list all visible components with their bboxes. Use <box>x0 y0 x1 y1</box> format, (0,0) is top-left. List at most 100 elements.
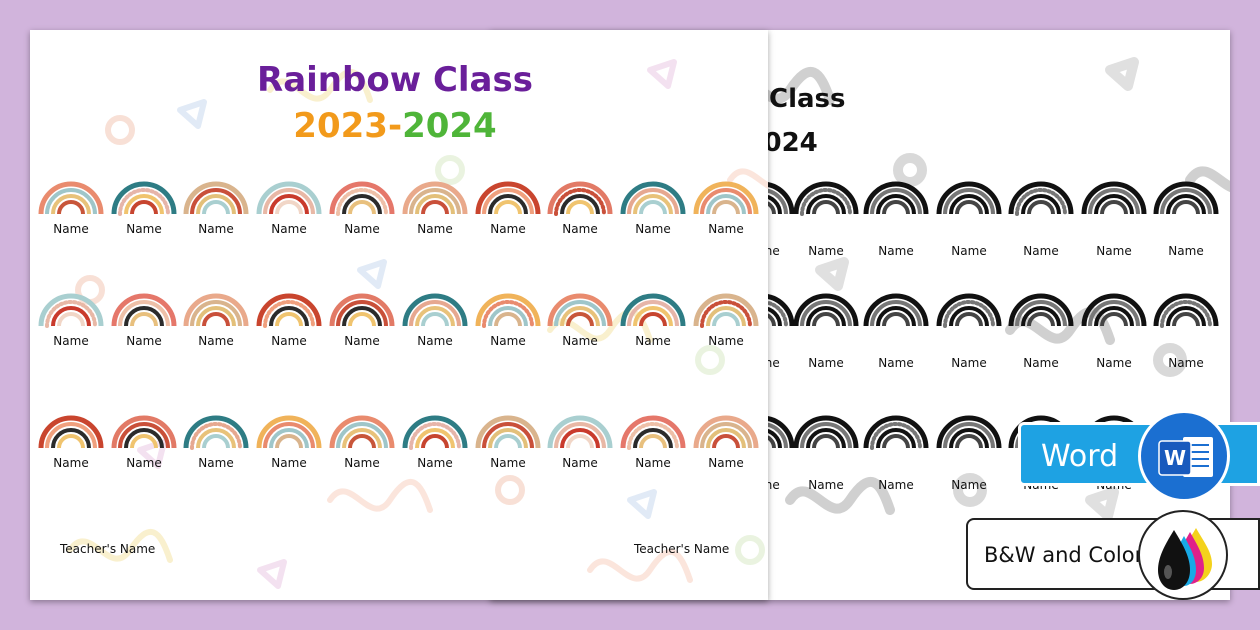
rainbow-illustration <box>1153 181 1219 215</box>
color-worksheet-preview: Rainbow Class 2023-2024 Name Name Name Name… <box>30 30 768 600</box>
name-label: Name <box>808 478 844 492</box>
name-label: Name <box>708 456 744 470</box>
color-title: Rainbow Class <box>257 60 533 100</box>
rainbow-name-card: Name <box>860 176 932 258</box>
rainbow-illustration <box>38 415 104 449</box>
rainbow-illustration <box>475 415 541 449</box>
word-document-icon: W <box>1138 410 1230 502</box>
rainbow-name-card: Name <box>617 288 689 348</box>
name-label: Name <box>562 334 598 348</box>
name-label: Name <box>808 244 844 258</box>
rainbow-illustration <box>1008 181 1074 216</box>
rainbow-illustration <box>620 293 686 327</box>
rainbow-name-card: Name <box>1005 176 1077 258</box>
rainbow-name-card: Name <box>180 410 252 470</box>
rainbow-illustration <box>329 181 395 216</box>
rainbow-illustration <box>793 181 859 216</box>
name-label: Name <box>271 222 307 236</box>
rainbow-name-card: Name <box>1150 176 1222 258</box>
rainbow-illustration <box>693 181 759 215</box>
word-format-badge: Word W <box>1018 410 1260 502</box>
rainbow-illustration <box>547 293 613 327</box>
rainbow-name-card: Name <box>933 176 1005 258</box>
name-label: Name <box>562 456 598 470</box>
name-label: Name <box>198 456 234 470</box>
rainbow-name-card: Name <box>1150 288 1222 370</box>
name-label: Name <box>708 222 744 236</box>
rainbow-illustration <box>1081 181 1147 215</box>
rainbow-illustration <box>936 293 1002 328</box>
name-label: Name <box>53 334 89 348</box>
rainbow-illustration <box>475 181 541 215</box>
word-label: Word <box>1041 439 1119 474</box>
rainbow-illustration <box>693 415 759 449</box>
name-label: Name <box>344 222 380 236</box>
rainbow-name-card: Name <box>399 176 471 236</box>
rainbow-illustration <box>863 181 929 215</box>
name-label: Name <box>1096 356 1132 370</box>
rainbow-illustration <box>111 293 177 327</box>
rainbow-name-card: Name <box>472 176 544 236</box>
rainbow-name-card: Name <box>35 410 107 470</box>
bw-color-badge: B&W and Color <box>966 510 1260 600</box>
name-label: Name <box>490 456 526 470</box>
rainbow-name-card: Name <box>326 288 398 348</box>
rainbow-illustration <box>329 293 395 327</box>
rainbow-name-card: Name <box>35 288 107 348</box>
name-label: Name <box>562 222 598 236</box>
ink-drops-icon <box>1138 510 1228 600</box>
name-label: Name <box>635 456 671 470</box>
rainbow-name-card: Name <box>860 410 932 492</box>
rainbow-illustration <box>475 293 541 328</box>
rainbow-illustration <box>793 293 859 327</box>
doodle-shape <box>1105 57 1139 91</box>
name-label: Name <box>635 222 671 236</box>
name-label: Name <box>878 244 914 258</box>
rainbow-illustration <box>547 415 613 449</box>
name-label: Name <box>490 334 526 348</box>
doodle-shape <box>257 559 287 589</box>
rainbow-name-card: Name <box>933 410 1005 492</box>
rainbow-illustration <box>936 181 1002 215</box>
teacher-name-left: Teacher's Name <box>60 542 156 556</box>
rainbow-name-card: Name <box>108 410 180 470</box>
name-label: Name <box>1168 356 1204 370</box>
rainbow-illustration <box>183 293 249 327</box>
rainbow-illustration <box>402 293 468 327</box>
rainbow-name-card: Name <box>253 176 325 236</box>
rainbow-name-card: Name <box>399 410 471 470</box>
rainbow-illustration <box>111 181 177 216</box>
bw-color-label: B&W and Color <box>984 543 1144 567</box>
rainbow-name-card: Name <box>544 176 616 236</box>
rainbow-name-card: Name <box>933 288 1005 370</box>
name-label: Name <box>808 356 844 370</box>
name-label: Name <box>53 222 89 236</box>
rainbow-name-card: Name <box>472 410 544 470</box>
doodle-shape <box>357 259 387 289</box>
rainbow-name-card: Name <box>860 288 932 370</box>
name-label: Name <box>878 356 914 370</box>
rainbow-name-card: Name <box>544 288 616 348</box>
rainbow-illustration <box>183 415 249 450</box>
name-label: Name <box>635 334 671 348</box>
doodle-shape <box>495 475 525 505</box>
rainbow-illustration <box>183 181 249 215</box>
color-year: 2023-2024 <box>30 106 764 146</box>
rainbow-name-card: Name <box>790 288 862 370</box>
rainbow-name-card: Name <box>690 410 762 470</box>
rainbow-name-card: Name <box>253 288 325 348</box>
rainbow-illustration <box>1153 293 1219 328</box>
name-label: Name <box>1096 244 1132 258</box>
name-label: Name <box>490 222 526 236</box>
name-label: Name <box>1168 244 1204 258</box>
name-label: Name <box>417 222 453 236</box>
rainbow-illustration <box>1081 293 1147 327</box>
name-label: Name <box>53 456 89 470</box>
rainbow-illustration <box>793 415 859 449</box>
rainbow-name-card: Name <box>1078 288 1150 370</box>
name-label: Name <box>417 456 453 470</box>
rainbow-illustration <box>863 293 929 327</box>
rainbow-name-card: Name <box>326 410 398 470</box>
doodle-shape <box>327 478 433 513</box>
rainbow-illustration <box>863 415 929 450</box>
